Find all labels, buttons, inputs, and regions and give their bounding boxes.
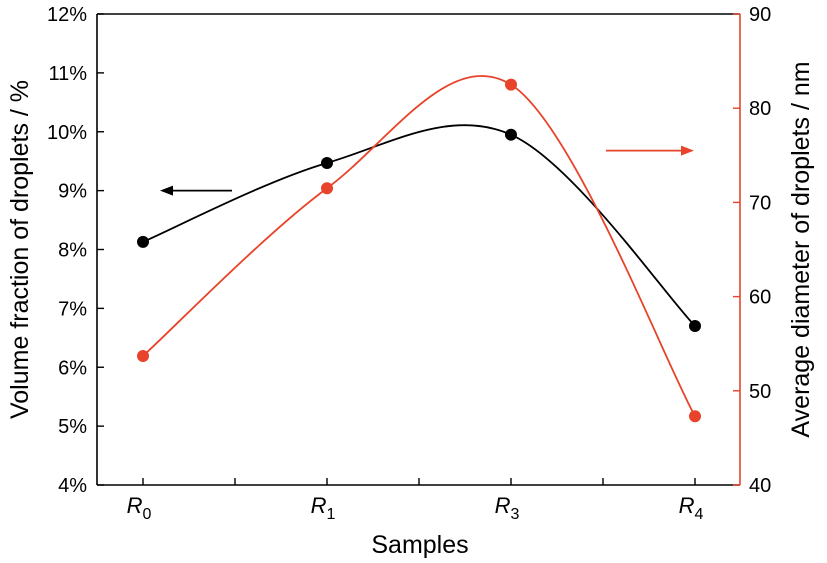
right-tick-label: 90 [749,4,771,26]
series-curves [142,75,696,417]
series-left-point [137,235,149,248]
right-axis-title: Average diameter of droplets / nm [787,61,815,437]
annotation-arrow-right-head [681,145,694,156]
series-left-line [142,124,696,327]
series-left-point [321,156,333,169]
axis-text: 4% 5% 6% 7% 8% 9% 10% 11% 12% 40 50 60 70 80 90 R0 R1 R3 R… [6,4,815,559]
annotations [160,145,694,196]
x-tick-label: R4 [679,493,704,523]
series-points [137,78,701,423]
left-tick-label: 12% [47,4,87,26]
right-tick-label: 60 [749,287,771,309]
axes [96,13,741,486]
x-tick-label: R0 [127,493,152,523]
left-tick-label: 8% [58,240,87,262]
x-axis-title: Samples [371,531,468,559]
left-tick-label: 4% [58,475,87,497]
right-tick-label: 40 [749,475,771,497]
left-tick-label: 9% [58,181,87,203]
series-right-point [137,349,149,362]
left-tick-label: 7% [58,298,87,320]
right-tick-label: 50 [749,381,771,403]
series-right-point [505,78,517,91]
left-tick-label: 11% [48,63,87,85]
left-tick-label: 10% [47,122,87,144]
series-right-point [689,410,701,423]
series-left-point [505,128,517,141]
right-tick-label: 80 [749,98,771,120]
series-left-point [689,320,701,333]
series-right-line [142,75,696,417]
annotation-arrow-left-head [160,185,173,196]
right-tick-label: 70 [749,192,771,214]
series-right-point [321,182,333,195]
left-axis-title: Volume fraction of droplets / % [6,80,34,419]
x-tick-label: R1 [311,493,336,523]
left-tick-label: 6% [58,357,87,379]
left-tick-label: 5% [58,416,87,438]
x-tick-label: R3 [495,493,520,523]
